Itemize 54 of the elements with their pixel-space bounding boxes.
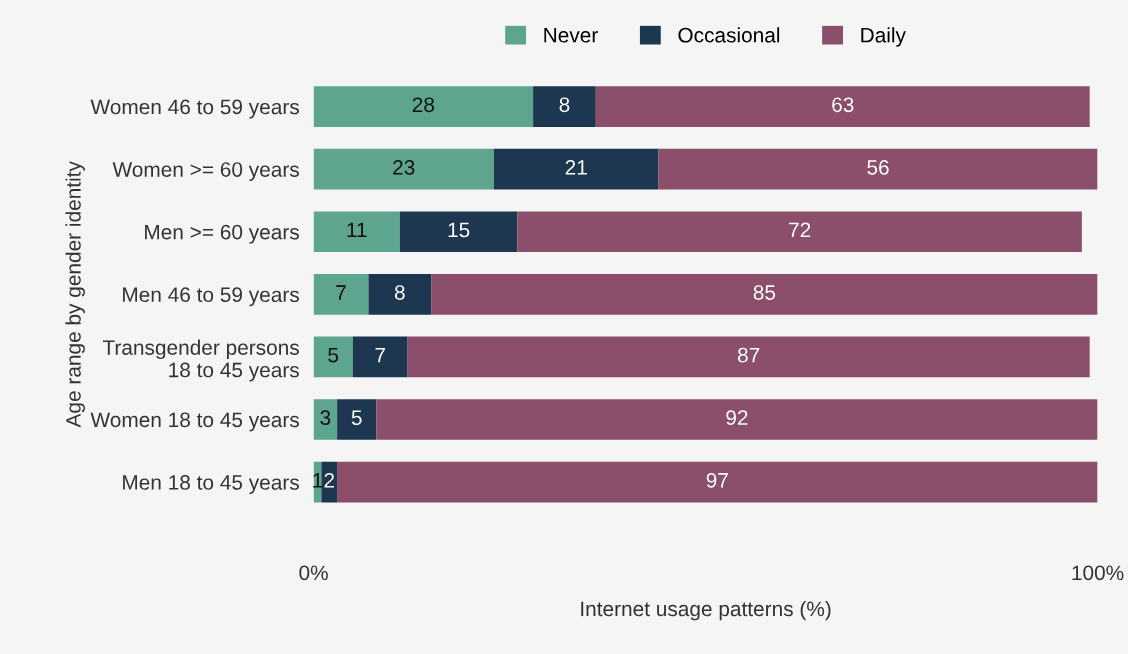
data-label: 5 (351, 410, 362, 426)
y-tick-label: Transgender persons 18 to 45 years (102, 339, 299, 382)
bar (337, 461, 1098, 503)
bar (352, 336, 408, 378)
y-tick-label: Men 46 to 59 years (123, 287, 299, 307)
bar (313, 399, 338, 440)
data-label: 23 (393, 159, 415, 175)
data-label: 2 (324, 472, 335, 488)
legend-label: Daily (861, 27, 906, 47)
bar (517, 211, 1082, 253)
y-tick-label: Men 18 to 45 years (123, 475, 299, 494)
y-axis-title: Age range by gender identity (65, 161, 85, 428)
bar (313, 273, 369, 315)
data-label: 28 (412, 97, 435, 113)
bar (658, 148, 1098, 190)
x-tick-label: 0% (299, 565, 328, 581)
data-label: 87 (738, 347, 760, 363)
data-label: 21 (565, 159, 587, 175)
bar (595, 86, 1090, 127)
legend-label: Never (544, 27, 598, 43)
bar (533, 86, 596, 127)
data-label: 85 (753, 285, 776, 300)
y-tick-label: Women >= 60 years (112, 162, 299, 181)
bar (368, 273, 432, 315)
data-label: 8 (559, 97, 570, 113)
data-label: 7 (336, 285, 346, 300)
y-tick-label: Women 18 to 45 years (90, 412, 299, 432)
data-label: 15 (448, 222, 470, 238)
bar (313, 148, 494, 190)
bar (313, 86, 534, 127)
data-label: 72 (789, 222, 811, 238)
data-label: 97 (706, 472, 728, 488)
data-label: 63 (832, 97, 854, 113)
legend-label: Occasional (678, 27, 780, 43)
bar (321, 461, 338, 503)
bar (376, 399, 1098, 440)
bar (407, 336, 1090, 378)
x-tick-label: 100% (1072, 565, 1124, 581)
bar (313, 336, 353, 378)
bar (337, 399, 377, 440)
data-label: 7 (375, 347, 385, 363)
data-label: 11 (347, 222, 367, 238)
data-label: 92 (726, 410, 748, 426)
x-axis-title: Internet usage patterns (%) (581, 600, 831, 621)
y-tick-label: Women 46 to 59 years (90, 99, 299, 119)
bar (399, 211, 518, 253)
bar (313, 211, 400, 253)
data-label: 5 (328, 347, 339, 363)
bar (493, 148, 659, 190)
data-label: 56 (867, 159, 889, 175)
y-tick-label: Men >= 60 years (145, 224, 299, 244)
data-label: 8 (394, 285, 405, 300)
bar (431, 273, 1098, 315)
data-label: 3 (320, 410, 331, 426)
